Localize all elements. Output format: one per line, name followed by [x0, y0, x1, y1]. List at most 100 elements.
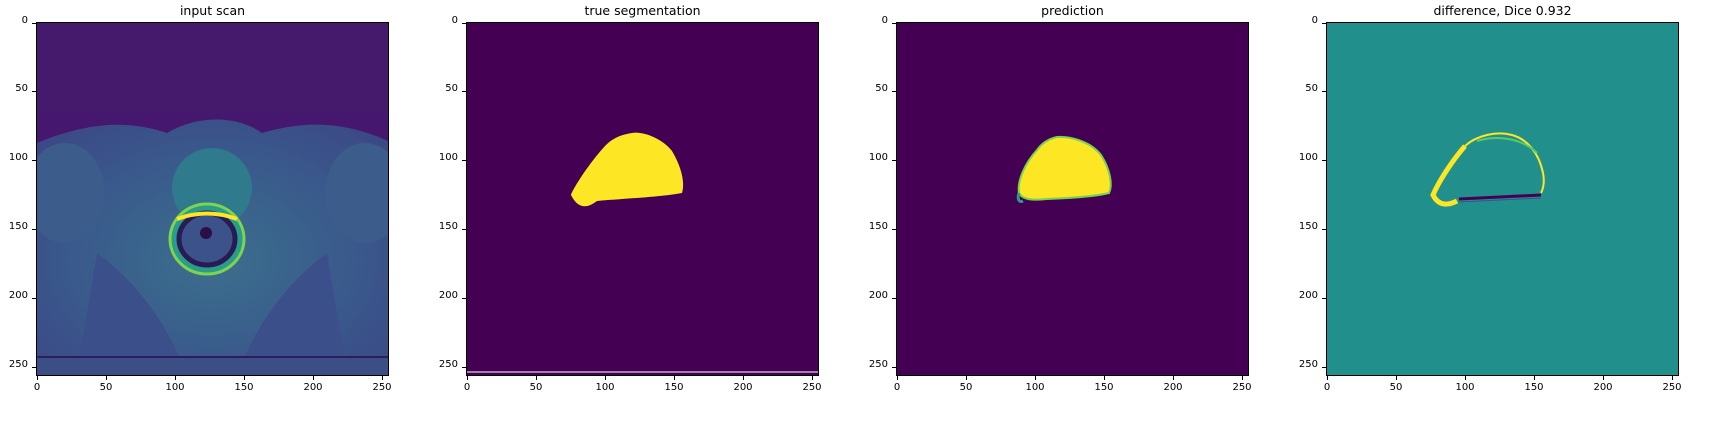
ytick-mark	[1322, 160, 1326, 161]
ytick-label: 50	[1305, 83, 1318, 94]
ytick-mark	[892, 91, 896, 92]
ytick-mark	[1322, 23, 1326, 24]
image-axes	[896, 22, 1249, 376]
xtick-label: 200	[303, 382, 323, 393]
xtick-mark	[605, 376, 606, 380]
ytick-mark	[32, 229, 36, 230]
xtick-mark	[1173, 376, 1174, 380]
ytick-mark	[892, 367, 896, 368]
ytick-label: 100	[438, 152, 458, 163]
ytick-mark	[462, 23, 466, 24]
ytick-label: 200	[868, 290, 888, 301]
ytick-mark	[32, 160, 36, 161]
xtick-mark	[313, 376, 314, 380]
ytick-mark	[462, 160, 466, 161]
xtick-mark	[1396, 376, 1397, 380]
xtick-mark	[674, 376, 675, 380]
xtick-mark	[1327, 376, 1328, 380]
xtick-mark	[743, 376, 744, 380]
xtick-label: 100	[1455, 382, 1475, 393]
xtick-mark	[536, 376, 537, 380]
ytick-mark	[462, 91, 466, 92]
xtick-mark	[1242, 376, 1243, 380]
panel-title: difference, Dice 0.932	[1433, 3, 1572, 18]
xtick-label: 0	[893, 382, 901, 393]
xtick-label: 0	[463, 382, 471, 393]
xtick-label: 100	[1025, 382, 1045, 393]
xtick-mark	[1603, 376, 1604, 380]
panel-true-segmentation: true segmentation 0 50 100 150 200 250 0…	[430, 0, 850, 432]
ytick-label: 200	[1298, 290, 1318, 301]
ytick-label: 250	[8, 359, 28, 370]
ytick-mark	[32, 367, 36, 368]
xtick-mark	[1104, 376, 1105, 380]
panel-difference: difference, Dice 0.932 0 50 100 150 200 …	[1290, 0, 1710, 432]
image-axes	[36, 22, 389, 376]
ytick-mark	[1322, 91, 1326, 92]
xtick-mark	[175, 376, 176, 380]
ytick-mark	[892, 229, 896, 230]
ytick-label: 200	[438, 290, 458, 301]
xtick-label: 150	[1524, 382, 1544, 393]
xtick-mark	[1035, 376, 1036, 380]
ytick-label: 250	[868, 359, 888, 370]
ytick-label: 250	[438, 359, 458, 370]
ytick-label: 0	[1311, 15, 1318, 26]
xtick-label: 0	[1323, 382, 1331, 393]
ytick-mark	[32, 298, 36, 299]
segmentation-mask-image	[467, 23, 818, 375]
ytick-label: 50	[875, 83, 888, 94]
xtick-label: 250	[1232, 382, 1252, 393]
xtick-label: 150	[234, 382, 254, 393]
prediction-mask-image	[897, 23, 1248, 375]
xtick-mark	[382, 376, 383, 380]
ytick-mark	[462, 298, 466, 299]
xtick-label: 250	[1662, 382, 1682, 393]
ytick-label: 50	[15, 83, 28, 94]
panel-title: input scan	[179, 3, 246, 18]
ytick-label: 0	[451, 15, 458, 26]
xtick-label: 250	[372, 382, 392, 393]
xtick-label: 150	[1094, 382, 1114, 393]
ytick-mark	[462, 229, 466, 230]
xtick-label: 50	[99, 382, 113, 393]
xtick-mark	[37, 376, 38, 380]
panel-title: true segmentation	[584, 3, 701, 18]
ytick-mark	[32, 91, 36, 92]
ytick-label: 0	[881, 15, 888, 26]
xtick-mark	[1534, 376, 1535, 380]
ytick-label: 0	[21, 15, 28, 26]
xtick-label: 50	[959, 382, 973, 393]
ytick-mark	[892, 23, 896, 24]
ytick-label: 150	[438, 221, 458, 232]
xtick-label: 250	[802, 382, 822, 393]
xtick-mark	[1672, 376, 1673, 380]
ytick-mark	[892, 160, 896, 161]
ytick-label: 100	[868, 152, 888, 163]
xtick-mark	[1465, 376, 1466, 380]
ytick-label: 100	[1298, 152, 1318, 163]
xtick-label: 200	[1163, 382, 1183, 393]
ytick-mark	[32, 23, 36, 24]
ytick-label: 150	[1298, 221, 1318, 232]
ytick-mark	[1322, 229, 1326, 230]
mri-scan-image	[37, 23, 388, 375]
xtick-label: 100	[595, 382, 615, 393]
xtick-label: 200	[733, 382, 753, 393]
panel-input-scan: input scan	[0, 0, 420, 432]
xtick-label: 0	[33, 382, 41, 393]
panel-prediction: prediction 0 50 100 150 200 250 0 50 100…	[860, 0, 1280, 432]
xtick-mark	[897, 376, 898, 380]
ytick-mark	[1322, 367, 1326, 368]
ytick-label: 150	[868, 221, 888, 232]
ytick-label: 150	[8, 221, 28, 232]
xtick-label: 100	[165, 382, 185, 393]
image-axes	[1326, 22, 1679, 376]
xtick-mark	[244, 376, 245, 380]
xtick-label: 50	[529, 382, 543, 393]
ytick-mark	[892, 298, 896, 299]
ytick-mark	[462, 367, 466, 368]
xtick-mark	[812, 376, 813, 380]
xtick-label: 200	[1593, 382, 1613, 393]
ytick-mark	[1322, 298, 1326, 299]
